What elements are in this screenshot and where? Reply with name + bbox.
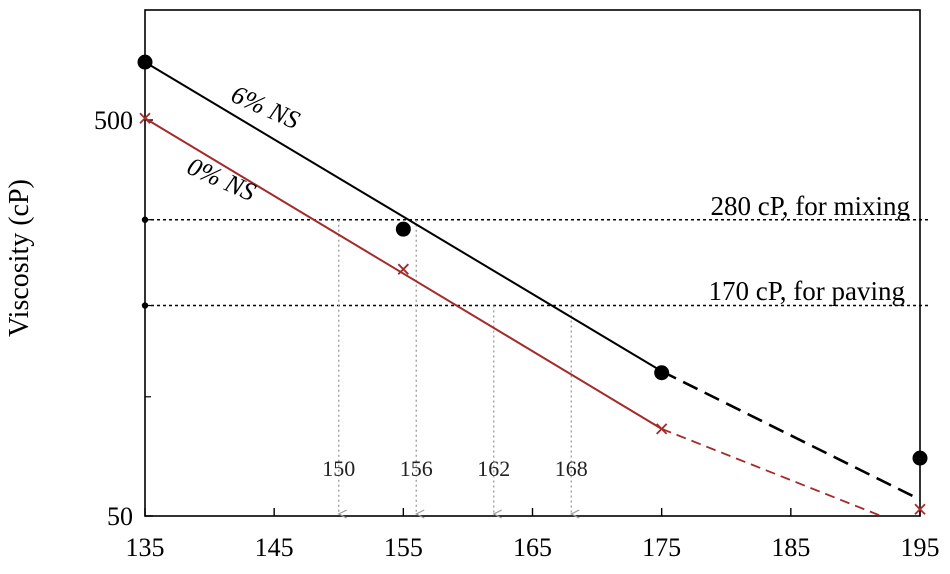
x-tick-label-145: 145 xyxy=(255,533,294,562)
x-tick-label-135: 135 xyxy=(126,533,165,562)
temperature-label-156: 156 xyxy=(400,456,433,481)
series-label-0pct: 0% NS xyxy=(183,151,260,207)
series-1-point-2 xyxy=(656,423,668,435)
series-1-fit-solid xyxy=(144,117,663,430)
y-tick-label-50: 50 xyxy=(107,502,133,531)
ref-label-paving: 170 cP, for paving xyxy=(709,276,905,306)
series-0-point-2 xyxy=(654,365,670,381)
x-tick-label-175: 175 xyxy=(642,533,681,562)
series-1-point-1 xyxy=(397,263,409,275)
temperature-label-162: 162 xyxy=(477,456,510,481)
series-0-fit-solid xyxy=(144,61,663,373)
series-1-fit-dashed xyxy=(661,428,882,517)
x-tick-label-195: 195 xyxy=(901,533,940,562)
x-tick-label-185: 185 xyxy=(771,533,810,562)
x-marker-stroke-b xyxy=(139,112,151,124)
series-0-fit-dashed xyxy=(661,370,921,501)
temperature-label-150: 150 xyxy=(322,456,355,481)
temperature-drop-lines: 150 156 162 168 xyxy=(322,219,588,514)
x-marker-stroke-b xyxy=(914,503,926,515)
y-tick-label-500: 500 xyxy=(94,106,133,135)
series-0-point-1 xyxy=(395,221,411,237)
axes: 135 145 155 165 175 185 195 50 500 xyxy=(94,9,940,562)
series xyxy=(137,54,928,517)
y-axis-title: Viscosity (cP) xyxy=(4,179,35,337)
x-marker-stroke-b xyxy=(397,263,409,275)
series-1-point-0 xyxy=(139,112,151,124)
plot-frame xyxy=(144,9,921,517)
series-0-point-3 xyxy=(912,450,928,466)
reference-lines xyxy=(141,216,928,309)
ref-label-mixing: 280 cP, for mixing xyxy=(711,191,911,221)
x-tick-label-165: 165 xyxy=(513,533,552,562)
series-1-point-3 xyxy=(914,503,926,515)
x-tick-label-155: 155 xyxy=(384,533,423,562)
reference-dot-170 xyxy=(141,302,149,309)
temperature-label-168: 168 xyxy=(555,456,588,481)
series-label-6pct: 6% NS xyxy=(227,79,304,135)
x-marker-stroke-b xyxy=(656,423,668,435)
chart-labels: Viscosity (cP) 6% NS 0% NS 280 cP, for m… xyxy=(4,79,910,336)
reference-dot-280 xyxy=(141,216,149,223)
series-0-point-0 xyxy=(137,54,153,70)
